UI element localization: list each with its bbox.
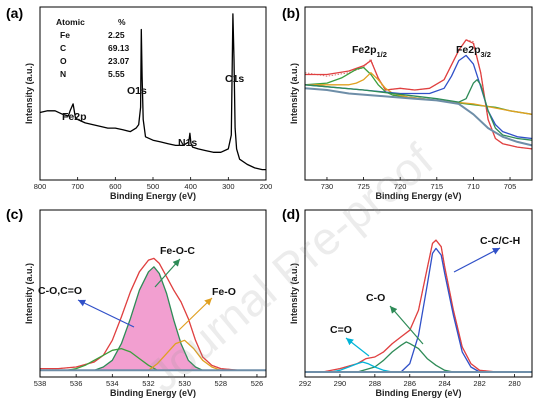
plot-frame <box>304 209 533 378</box>
table-value: 23.07 <box>108 56 130 66</box>
peak-label-o1s: O1s <box>127 85 147 97</box>
series-line <box>304 79 533 141</box>
composition-table: Atomic % Fe 2.25 C 69.13 O 23.07 N 5.55 <box>56 17 130 79</box>
peak-label-c-c-c-h: C-C/C-H <box>480 235 520 247</box>
table-header-atomic: Atomic <box>56 17 85 27</box>
x-axis-title: Binding Energy (eV) <box>110 191 196 201</box>
x-tick-label: 400 <box>184 182 197 191</box>
arrow-fe-o-c <box>154 258 181 288</box>
x-tick-label: 538 <box>34 379 47 388</box>
x-tick-label: 530 <box>178 379 191 388</box>
x-tick-label: 730 <box>321 182 334 191</box>
peak-label-main: Fe2p <box>456 44 481 56</box>
plot-frame <box>39 209 267 378</box>
table-element: N <box>60 69 66 79</box>
x-tick-label: 600 <box>109 182 122 191</box>
x-tick-label: 536 <box>70 379 83 388</box>
series-line <box>357 341 454 373</box>
table-value: 69.13 <box>108 43 130 53</box>
table-element: Fe <box>60 30 70 40</box>
x-tick-label: 284 <box>438 379 451 388</box>
table-element: O <box>60 56 67 66</box>
arrow-c-eq-o <box>345 337 370 357</box>
arrow-fe-o <box>178 297 213 331</box>
series-line <box>331 361 393 373</box>
peak-label-n1s: N1s <box>178 137 197 149</box>
arrow-c-o <box>77 299 135 328</box>
x-tick-label: 292 <box>299 379 312 388</box>
x-tick-label: 282 <box>473 379 486 388</box>
panel-letter-c: (c) <box>6 206 23 222</box>
x-tick-label: 288 <box>369 379 382 388</box>
panel-b-fe2p: 730 725 720 715 710 705 Binding Energy (eV) Int… <box>289 6 533 201</box>
peak-label-main: Fe2p <box>352 44 377 56</box>
x-axis-title: Binding Energy (eV) <box>110 388 196 398</box>
x-tick-label: 532 <box>142 379 155 388</box>
table-value: 5.55 <box>108 69 125 79</box>
series-line <box>66 347 158 371</box>
series-fill <box>94 266 212 371</box>
series-line <box>93 266 212 371</box>
x-axis-title: Binding Energy (eV) <box>375 388 461 398</box>
series-line <box>305 39 533 150</box>
series-line <box>400 247 489 373</box>
peak-label-c-eq-o: C=O <box>330 324 352 336</box>
peak-label-c-o: C-O,C=O <box>38 285 82 297</box>
peak-label-c1s: C1s <box>225 73 244 85</box>
x-axis-title: Binding Energy (eV) <box>375 191 461 201</box>
peak-label-c-o-d: C-O <box>366 292 385 304</box>
x-tick-label: 534 <box>106 379 119 388</box>
panel-letter-d: (d) <box>282 206 300 222</box>
x-tick-label: 526 <box>251 379 264 388</box>
table-element: C <box>60 43 66 53</box>
peak-label-fe2p: Fe2p <box>62 111 87 123</box>
x-tick-label: 700 <box>71 182 84 191</box>
x-tick-label: 710 <box>467 182 480 191</box>
watermark-text: Journal Pre-proof <box>137 133 443 401</box>
x-tick-label: 200 <box>260 182 273 191</box>
peak-label-sub: 3/2 <box>481 50 491 59</box>
series-line <box>39 13 266 171</box>
x-tick-label: 528 <box>215 379 228 388</box>
peak-label-fe2p-1-2: Fe2p1/2 <box>352 44 387 59</box>
series-line <box>148 339 222 371</box>
y-axis-title: Intensity (a.u.) <box>289 263 299 324</box>
arrow-c-o-d <box>389 305 424 345</box>
x-tick-label: 720 <box>394 182 407 191</box>
table-header-percent: % <box>118 17 126 27</box>
y-axis-title: Intensity (a.u.) <box>289 63 299 124</box>
panel-a-survey: 800 700 600 500 400 300 200 Binding Energy (eV)… <box>24 6 273 201</box>
x-tick-label: 286 <box>404 379 417 388</box>
x-tick-label: 290 <box>334 379 347 388</box>
x-tick-label: 300 <box>222 182 235 191</box>
y-axis-title: Intensity (a.u.) <box>24 63 34 124</box>
series-line <box>305 239 532 373</box>
peak-label-fe-o-c: Fe-O-C <box>160 245 195 257</box>
panel-d-c1s: 292 290 288 286 284 282 280 Binding Energy (eV)… <box>289 209 533 398</box>
panel-letter-a: (a) <box>6 5 23 21</box>
arrow-c-c-c-h <box>453 247 501 273</box>
x-tick-label: 500 <box>147 182 160 191</box>
plot-frame <box>304 6 533 181</box>
panel-letter-b: (b) <box>282 5 300 21</box>
x-tick-label: 800 <box>34 182 47 191</box>
series-line <box>304 54 533 140</box>
peak-label-fe-o: Fe-O <box>212 286 236 298</box>
y-axis-title: Intensity (a.u.) <box>24 263 34 324</box>
x-tick-label: 705 <box>504 182 517 191</box>
x-tick-label: 725 <box>357 182 370 191</box>
series-line <box>305 72 533 115</box>
peak-label-fe2p-3-2: Fe2p3/2 <box>456 44 491 59</box>
peak-label-sub: 1/2 <box>377 50 387 59</box>
table-value: 2.25 <box>108 30 125 40</box>
panel-c-o1s: 538 536 534 532 530 528 526 Binding Energy (eV)… <box>24 209 267 398</box>
series-line <box>304 39 533 150</box>
x-tick-label: 715 <box>431 182 444 191</box>
series-line <box>304 87 533 147</box>
x-tick-label: 280 <box>508 379 521 388</box>
